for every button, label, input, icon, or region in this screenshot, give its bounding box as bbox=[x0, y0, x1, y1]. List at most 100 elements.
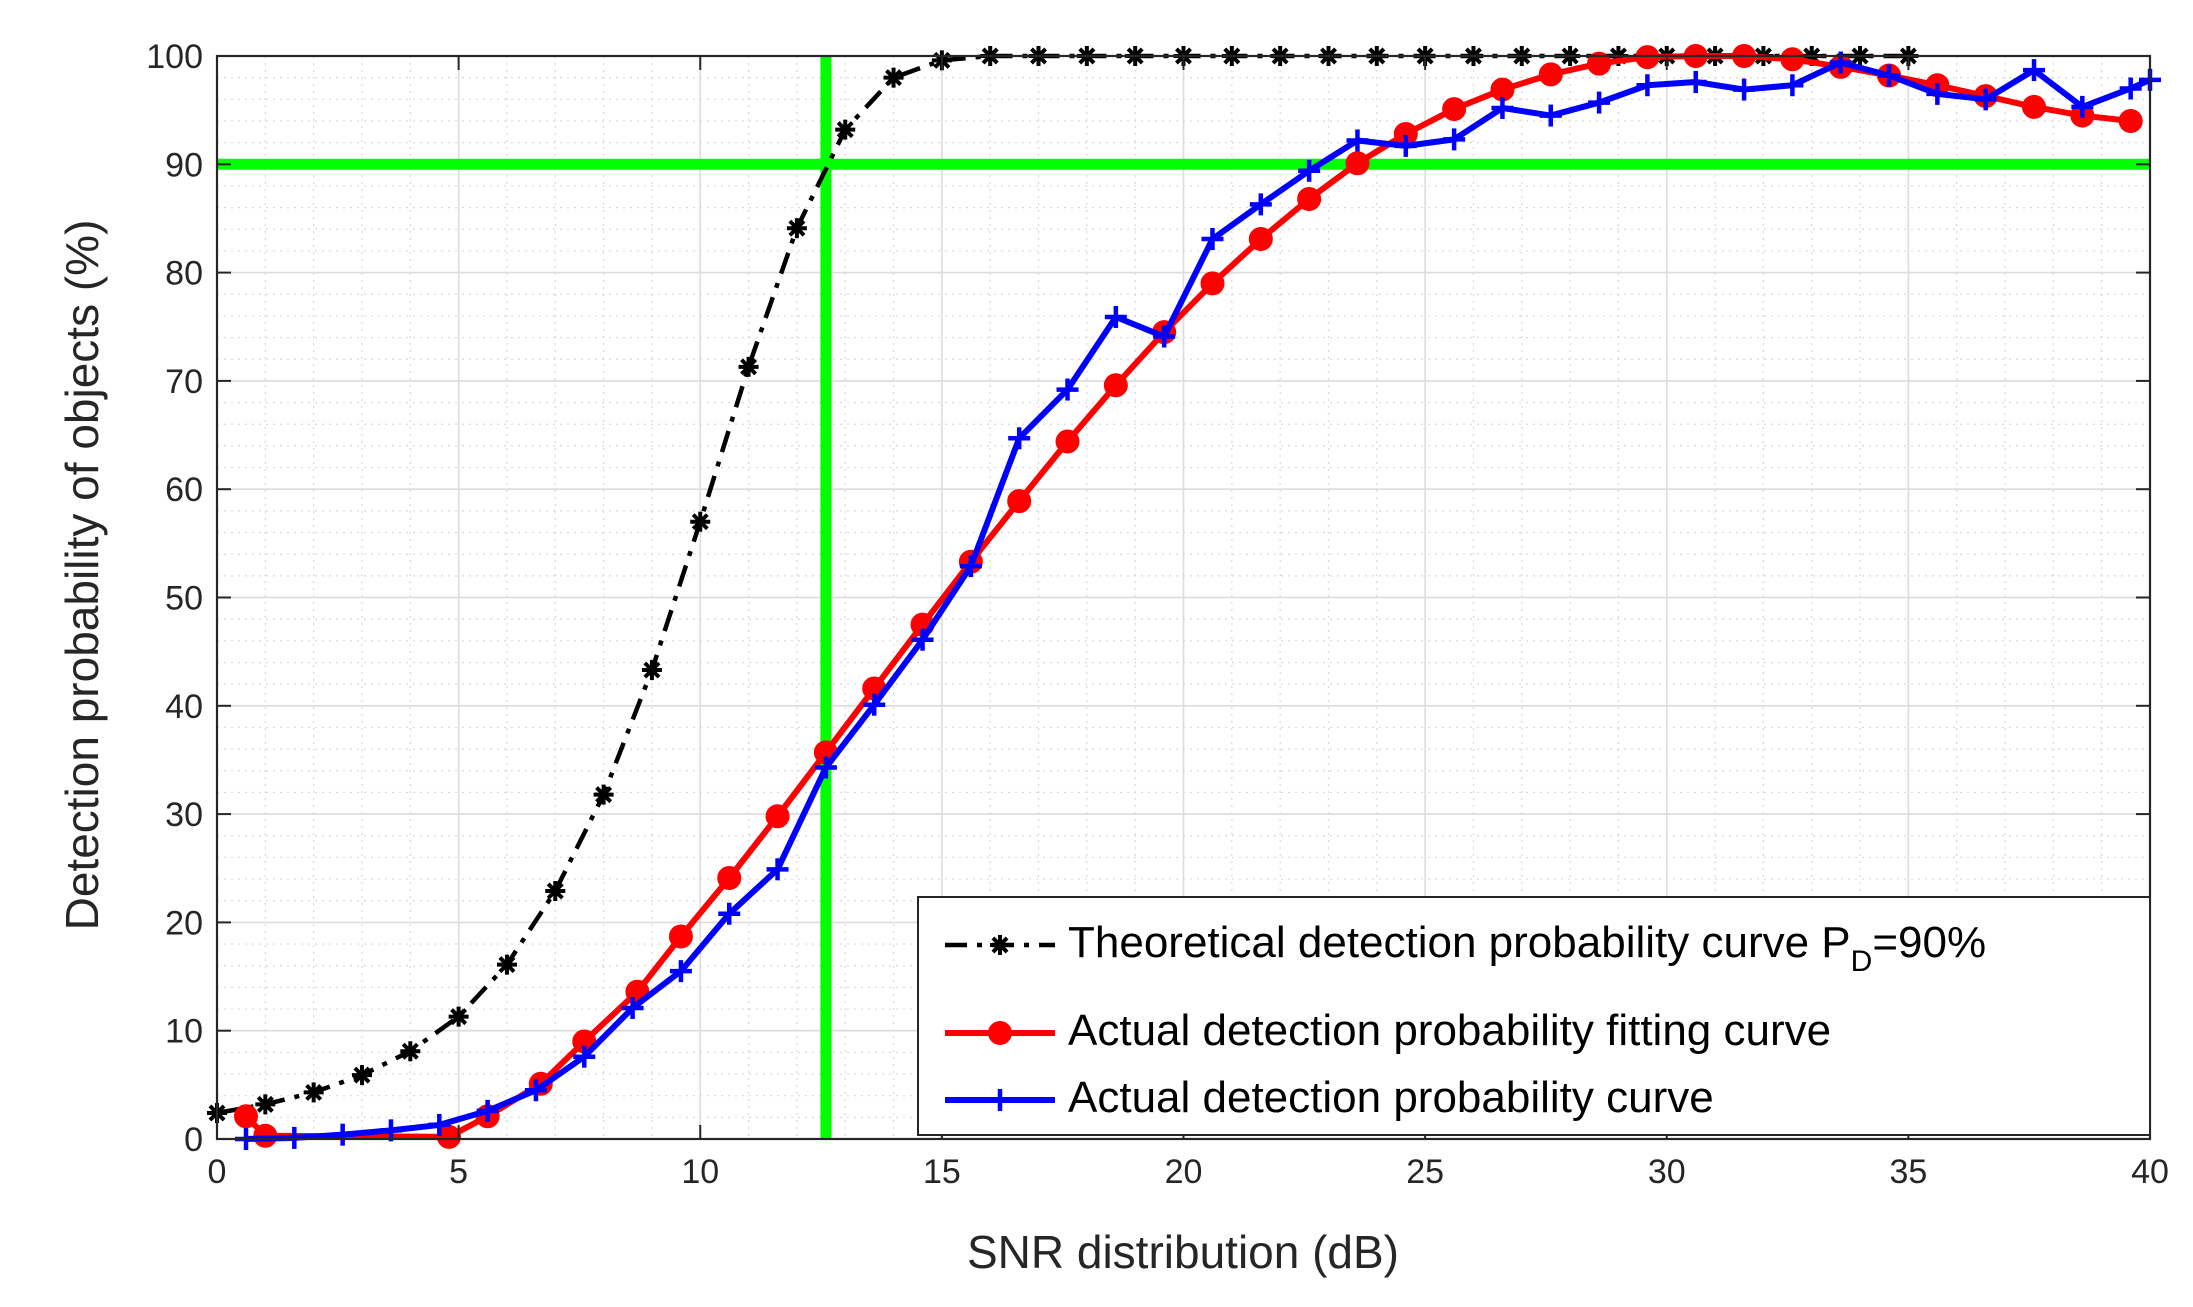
data-point bbox=[496, 954, 517, 975]
reference-lines bbox=[217, 56, 2150, 1139]
y-axis-title: Detection probability of objects (%) bbox=[56, 220, 108, 931]
data-point bbox=[255, 1094, 276, 1115]
data-point bbox=[1394, 134, 1417, 157]
data-point bbox=[641, 660, 662, 681]
data-point bbox=[2118, 108, 2143, 133]
data-point bbox=[573, 1045, 596, 1068]
legend-samples bbox=[945, 935, 1055, 1111]
data-point bbox=[1201, 228, 1224, 251]
data-point bbox=[959, 555, 982, 578]
data-point bbox=[883, 67, 904, 88]
y-tick-label: 10 bbox=[165, 1013, 203, 1051]
y-tick-label: 20 bbox=[165, 904, 203, 942]
data-point bbox=[766, 858, 789, 881]
y-tick-label: 100 bbox=[146, 38, 203, 76]
y-tick-label: 70 bbox=[165, 363, 203, 401]
x-tick-label: 40 bbox=[2131, 1153, 2169, 1191]
x-tick-label: 0 bbox=[208, 1153, 227, 1191]
data-point bbox=[351, 1065, 372, 1086]
data-point bbox=[1153, 325, 1176, 348]
x-tick-label: 25 bbox=[1406, 1153, 1444, 1191]
data-point bbox=[1684, 70, 1707, 93]
data-point bbox=[1636, 74, 1659, 97]
data-point bbox=[765, 804, 790, 829]
legend-marker bbox=[988, 1021, 1012, 1045]
legend-label-theoretical: Theoretical detection probability curve … bbox=[1068, 918, 1986, 978]
data-point bbox=[668, 924, 693, 949]
data-point bbox=[1345, 151, 1370, 176]
data-point bbox=[1780, 47, 1805, 72]
data-point bbox=[1103, 373, 1128, 398]
data-point bbox=[1104, 306, 1127, 329]
y-tick-label: 40 bbox=[165, 688, 203, 726]
marker-stroke bbox=[885, 69, 903, 87]
marker-stroke bbox=[450, 1008, 468, 1026]
data-point bbox=[524, 1079, 547, 1102]
data-point bbox=[428, 1113, 451, 1136]
data-point bbox=[1443, 128, 1466, 151]
marker-stroke bbox=[788, 219, 806, 237]
plot-frame bbox=[215, 54, 2152, 1141]
x-tick-label: 15 bbox=[923, 1153, 961, 1191]
data-point bbox=[1491, 96, 1514, 119]
data-point bbox=[1588, 91, 1611, 114]
data-point bbox=[2071, 95, 2094, 118]
y-tick-label: 60 bbox=[165, 471, 203, 509]
legend-label-actual: Actual detection probability curve bbox=[1068, 1073, 1714, 1122]
data-point bbox=[2119, 77, 2142, 100]
x-tick-label: 35 bbox=[1889, 1153, 1927, 1191]
y-tick-label: 90 bbox=[165, 146, 203, 184]
data-point bbox=[400, 1041, 421, 1062]
data-point bbox=[1248, 227, 1273, 252]
marker-stroke bbox=[691, 513, 709, 531]
marker-stroke bbox=[256, 1095, 274, 1113]
data-point bbox=[233, 1104, 258, 1129]
legend-box bbox=[917, 896, 2151, 1136]
y-tick-label: 0 bbox=[184, 1121, 203, 1159]
data-point bbox=[1056, 378, 1079, 401]
data-point bbox=[331, 1123, 354, 1146]
marker-stroke bbox=[643, 661, 661, 679]
marker-stroke bbox=[991, 936, 1009, 954]
marker-stroke bbox=[546, 882, 564, 900]
data-point bbox=[1298, 159, 1321, 182]
data-point bbox=[1200, 271, 1225, 296]
data-point bbox=[1781, 74, 1804, 97]
x-axis-title: SNR distribution (dB) bbox=[967, 1226, 1399, 1278]
data-point bbox=[863, 693, 886, 716]
marker-stroke bbox=[836, 121, 854, 139]
data-point bbox=[303, 1082, 324, 1103]
legend-sample-series-theoretical bbox=[945, 935, 1055, 955]
data-point bbox=[911, 628, 934, 651]
data-point bbox=[1442, 97, 1467, 122]
x-tick-label: 10 bbox=[681, 1153, 719, 1191]
data-point bbox=[1249, 193, 1272, 216]
data-point bbox=[2023, 59, 2046, 82]
legend-marker bbox=[989, 1089, 1011, 1111]
data-point bbox=[1878, 64, 1901, 87]
legend-sample-series-fitting bbox=[945, 1021, 1055, 1045]
data-point bbox=[379, 1119, 402, 1142]
data-point bbox=[1055, 429, 1080, 454]
data-point bbox=[669, 960, 692, 983]
data-point bbox=[1538, 62, 1563, 87]
y-tick-label: 30 bbox=[165, 796, 203, 834]
marker-stroke bbox=[740, 358, 758, 376]
axes: 0 5 10 15 20 25 30 35 40 0 10 20 30 40 50 60 70 80 90 100 bbox=[146, 38, 2169, 1191]
data-point bbox=[593, 784, 614, 805]
legend-label-fitting: Actual detection probability fitting cur… bbox=[1068, 1006, 1831, 1055]
data-point bbox=[738, 356, 759, 377]
data-point bbox=[448, 1006, 469, 1027]
data-point bbox=[1539, 104, 1562, 127]
data-point bbox=[1297, 186, 1322, 211]
data-point bbox=[717, 865, 742, 890]
marker-stroke bbox=[305, 1083, 323, 1101]
data-point bbox=[690, 511, 711, 532]
y-tick-label: 50 bbox=[165, 580, 203, 618]
x-tick-label: 20 bbox=[1165, 1153, 1203, 1191]
marker-stroke bbox=[498, 956, 516, 974]
x-tick-label: 30 bbox=[1648, 1153, 1686, 1191]
data-point bbox=[1008, 427, 1031, 450]
y-tick-label: 80 bbox=[165, 255, 203, 293]
